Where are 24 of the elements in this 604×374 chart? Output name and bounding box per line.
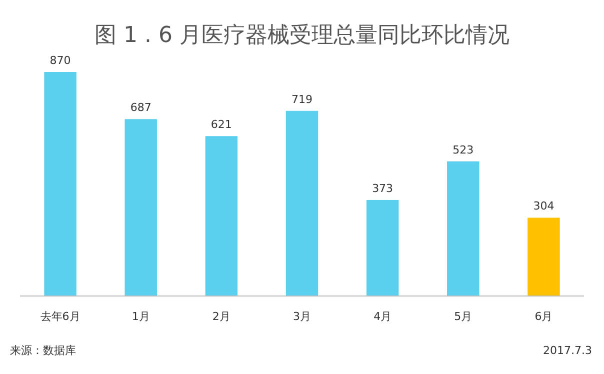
x-tick-label: 2月 <box>212 310 230 323</box>
bar <box>286 110 318 296</box>
bar <box>366 200 399 296</box>
bar <box>124 119 157 296</box>
x-tick-label: 3月 <box>293 310 311 323</box>
source-note: 来源：数据库 <box>10 344 76 357</box>
x-tick-label: 4月 <box>374 310 392 323</box>
data-label: 719 <box>292 92 312 106</box>
bar <box>44 72 76 296</box>
bar <box>447 161 480 296</box>
chart-title: 图 1 . 6 月医疗器械受理总量同比环比情况 <box>94 23 510 48</box>
data-label: 523 <box>452 143 474 156</box>
x-tick-label: 1月 <box>132 310 150 323</box>
data-label: 687 <box>130 101 152 114</box>
data-label: 870 <box>50 54 71 67</box>
bar <box>205 136 238 296</box>
x-tick-label: 去年6月 <box>40 310 80 323</box>
x-tick-label: 5月 <box>454 310 472 323</box>
data-label: 304 <box>533 200 554 213</box>
text: 2017.7.3 <box>543 344 592 357</box>
bar <box>528 218 560 296</box>
x-tick-label: 6月 <box>534 310 553 323</box>
data-label: 621 <box>210 118 232 132</box>
data-label: 373 <box>372 182 394 195</box>
